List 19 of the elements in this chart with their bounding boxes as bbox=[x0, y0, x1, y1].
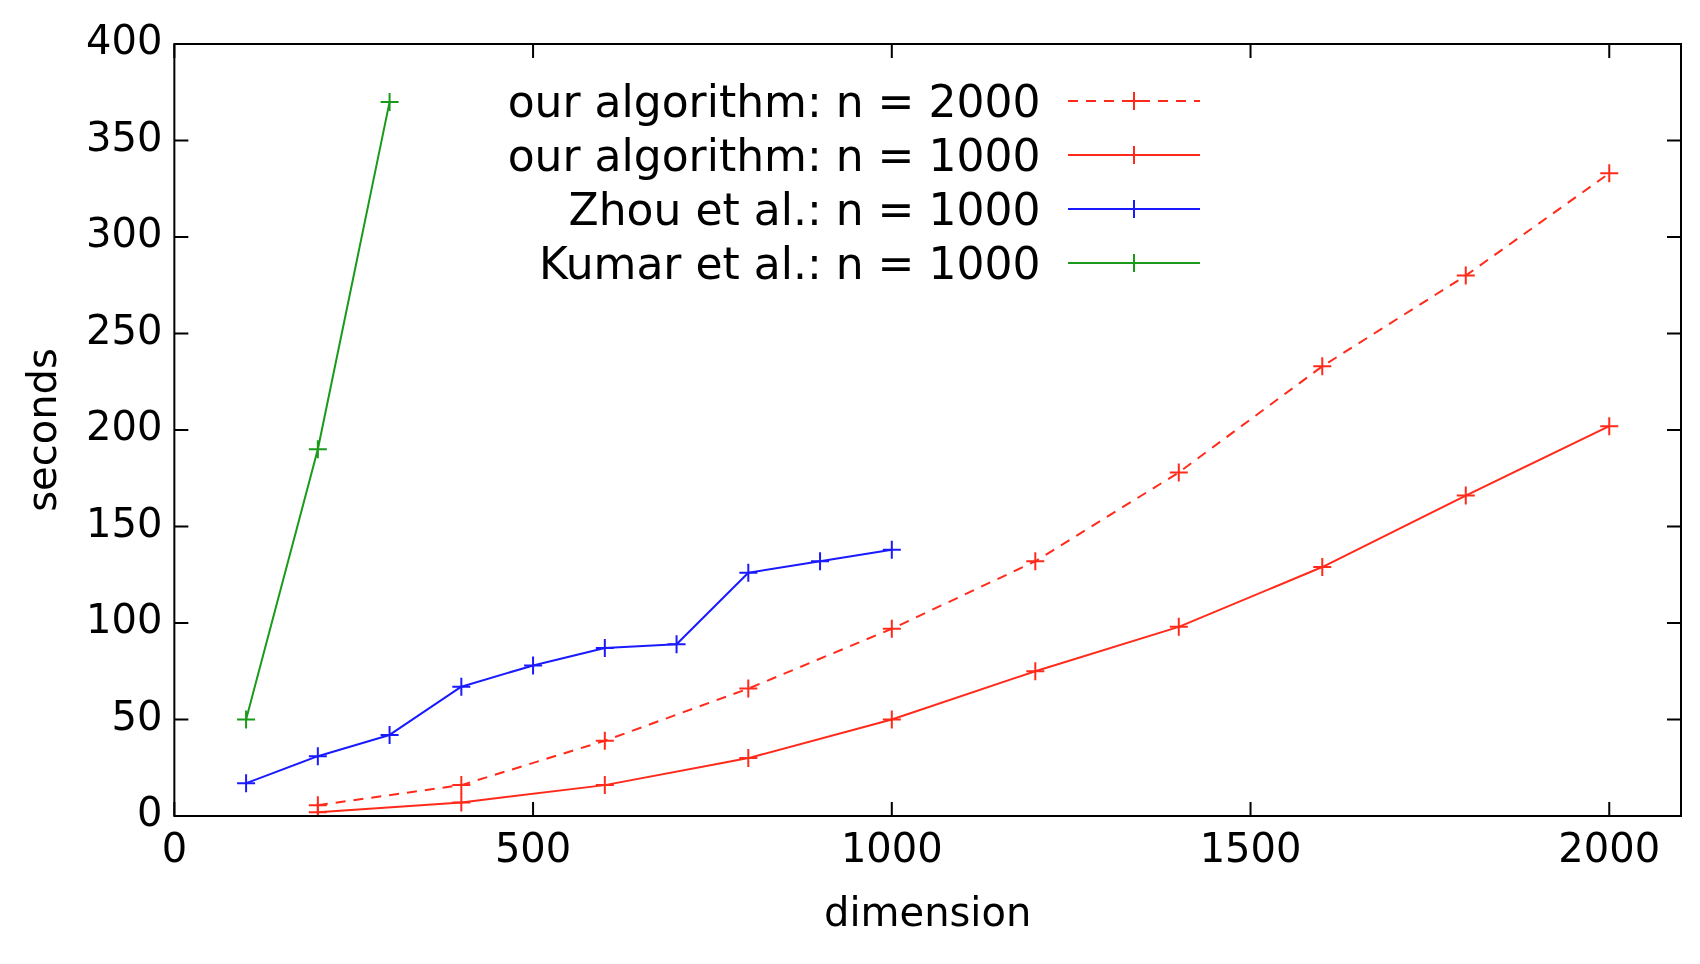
y-tick-label: 200 bbox=[85, 403, 163, 450]
y-axis-title: seconds bbox=[19, 348, 66, 512]
x-axis-title: dimension bbox=[824, 889, 1032, 936]
x-tick-label: 1500 bbox=[1199, 825, 1302, 872]
y-tick-label: 350 bbox=[85, 113, 163, 160]
y-tick-label: 300 bbox=[85, 210, 163, 257]
legend-label: Kumar et al.: n = 1000 bbox=[538, 237, 1041, 289]
legend-label: Zhou et al.: n = 1000 bbox=[568, 183, 1041, 235]
y-tick-label: 400 bbox=[85, 17, 163, 64]
x-tick-label: 500 bbox=[494, 825, 572, 872]
y-tick-label: 100 bbox=[85, 596, 163, 643]
x-tick-label: 2000 bbox=[1558, 825, 1661, 872]
y-tick-label: 150 bbox=[85, 499, 163, 546]
legend-label: our algorithm: n = 2000 bbox=[507, 75, 1041, 127]
y-tick-label: 0 bbox=[136, 789, 163, 836]
y-tick-label: 250 bbox=[85, 306, 163, 353]
y-tick-label: 50 bbox=[111, 692, 163, 739]
x-tick-label: 1000 bbox=[840, 825, 943, 872]
legend-label: our algorithm: n = 1000 bbox=[507, 129, 1041, 181]
